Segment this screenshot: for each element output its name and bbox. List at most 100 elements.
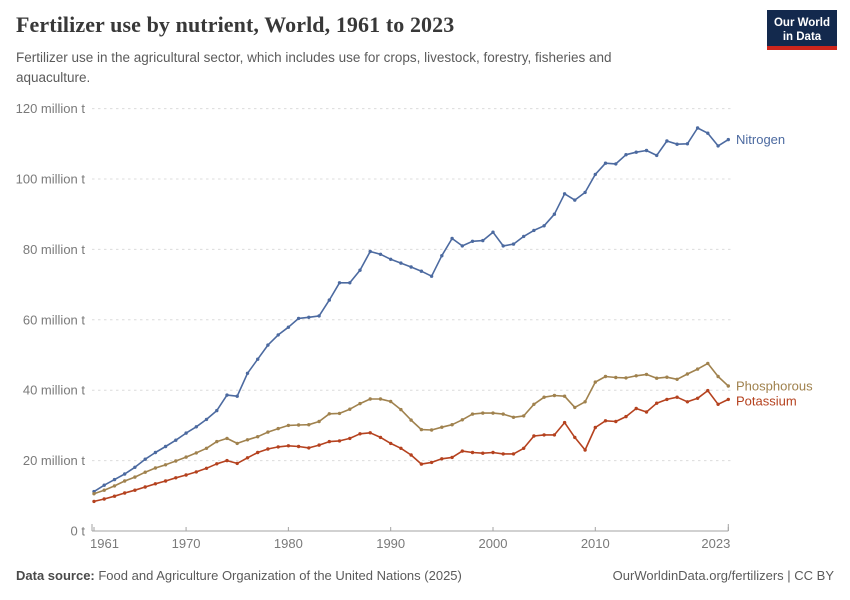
phosphorous-point-2016 [655, 376, 659, 380]
nitrogen-point-2005 [542, 224, 546, 228]
phosphorous-point-2003 [522, 414, 526, 418]
phosphorous-point-1970 [184, 455, 188, 459]
potassium-point-1978 [266, 447, 270, 451]
phosphorous-point-1983 [317, 419, 321, 424]
potassium-point-1961 [92, 499, 96, 504]
potassium-point-2018 [675, 395, 679, 399]
owid-logo-line1: Our World [773, 16, 830, 29]
x-axis-label-1961: 1961 [90, 536, 119, 551]
potassium-point-1971 [194, 470, 198, 474]
potassium-point-1969 [174, 476, 178, 480]
x-axis-label-1970: 1970 [172, 536, 201, 551]
nitrogen-point-2016 [655, 153, 659, 158]
potassium-point-1980 [286, 444, 291, 448]
potassium-point-2015 [644, 410, 649, 414]
owid-logo[interactable]: Our World in Data [767, 10, 837, 50]
potassium-point-1966 [143, 485, 147, 489]
phosphorous-point-1973 [215, 439, 219, 444]
potassium-point-1983 [317, 443, 321, 447]
potassium-point-2000 [491, 450, 495, 455]
potassium-point-1975 [235, 461, 239, 466]
phosphorous-point-2010 [593, 380, 597, 384]
nitrogen-point-1995 [440, 254, 444, 258]
phosphorous-point-1986 [348, 407, 352, 411]
nitrogen-point-1997 [460, 244, 464, 248]
phosphorous-point-1992 [409, 418, 413, 422]
phosphorous-point-1964 [123, 479, 127, 483]
x-axis-label-2023: 2023 [701, 536, 730, 551]
potassium-point-2001 [501, 452, 505, 456]
nitrogen-line[interactable] [93, 127, 729, 493]
potassium-point-1996 [450, 455, 454, 460]
license-badge: CC BY [794, 568, 834, 583]
nitrogen-point-1966 [143, 457, 147, 461]
nitrogen-point-1980 [286, 325, 291, 329]
phosphorous-point-2001 [501, 412, 505, 416]
owid-logo-line2: in Data [782, 31, 822, 43]
y-axis-label-100: 100 million t [16, 172, 86, 187]
series-label-phosphorous[interactable]: Phosphorous [736, 379, 813, 394]
nitrogen-point-1996 [450, 236, 454, 241]
potassium-line[interactable] [93, 389, 729, 503]
potassium-point-1989 [378, 435, 383, 440]
potassium-point-2007 [562, 420, 567, 425]
nitrogen-point-2000 [491, 230, 495, 234]
phosphorous-point-2017 [665, 375, 669, 379]
phosphorous-point-1980 [286, 423, 291, 428]
nitrogen-point-2002 [511, 242, 516, 246]
nitrogen-point-1970 [184, 431, 188, 435]
nitrogen-point-2014 [634, 150, 638, 154]
potassium-point-1968 [163, 479, 168, 483]
nitrogen-point-2011 [603, 161, 608, 165]
phosphorous-point-2009 [583, 400, 587, 404]
phosphorous-point-1971 [194, 451, 198, 455]
potassium-point-1988 [368, 431, 372, 435]
potassium-point-2019 [685, 400, 690, 404]
potassium-point-2022 [716, 402, 720, 406]
potassium-point-2008 [573, 435, 577, 440]
nitrogen-point-1992 [409, 265, 413, 269]
potassium-point-2016 [655, 401, 659, 405]
nitrogen-point-1987 [358, 268, 362, 272]
series-label-potassium[interactable]: Potassium [736, 394, 797, 409]
nitrogen-point-2012 [614, 162, 618, 166]
attribution-separator: | [783, 568, 795, 583]
phosphorous-point-2022 [716, 374, 720, 379]
phosphorous-point-1968 [163, 463, 168, 467]
phosphorous-point-2013 [624, 376, 628, 380]
nitrogen-point-1972 [204, 417, 209, 422]
potassium-point-2003 [522, 446, 526, 450]
nitrogen-point-1994 [429, 274, 434, 278]
phosphorous-point-1978 [266, 430, 270, 434]
phosphorous-point-1998 [470, 412, 475, 416]
attribution: OurWorldinData.org/fertilizers | CC BY [613, 568, 834, 583]
phosphorous-point-1965 [133, 475, 137, 479]
phosphorous-point-1979 [276, 426, 280, 431]
potassium-point-1981 [296, 444, 301, 449]
phosphorous-point-1962 [102, 488, 106, 492]
series-label-nitrogen[interactable]: Nitrogen [736, 132, 785, 147]
potassium-point-1972 [204, 466, 209, 470]
phosphorous-point-1982 [307, 423, 311, 427]
owid-url-link[interactable]: OurWorldinData.org/fertilizers [612, 568, 784, 583]
nitrogen-point-1971 [194, 425, 198, 429]
potassium-point-2004 [532, 434, 536, 438]
potassium-point-1993 [419, 462, 424, 466]
phosphorous-point-1984 [327, 412, 331, 416]
x-axis-label-1990: 1990 [376, 536, 405, 551]
nitrogen-point-1991 [399, 261, 403, 265]
nitrogen-point-1973 [215, 408, 219, 413]
x-axis-label-1980: 1980 [274, 536, 303, 551]
phosphorous-point-1990 [389, 399, 393, 404]
phosphorous-point-1994 [429, 428, 434, 432]
phosphorous-point-1967 [153, 466, 158, 470]
data-source-text: Food and Agriculture Organization of the… [94, 568, 462, 583]
potassium-point-2023 [726, 397, 730, 402]
potassium-point-2013 [624, 414, 628, 419]
potassium-point-2010 [593, 425, 597, 430]
phosphorous-point-2011 [603, 374, 608, 379]
potassium-point-1986 [348, 436, 352, 441]
nitrogen-point-2023 [726, 137, 730, 142]
